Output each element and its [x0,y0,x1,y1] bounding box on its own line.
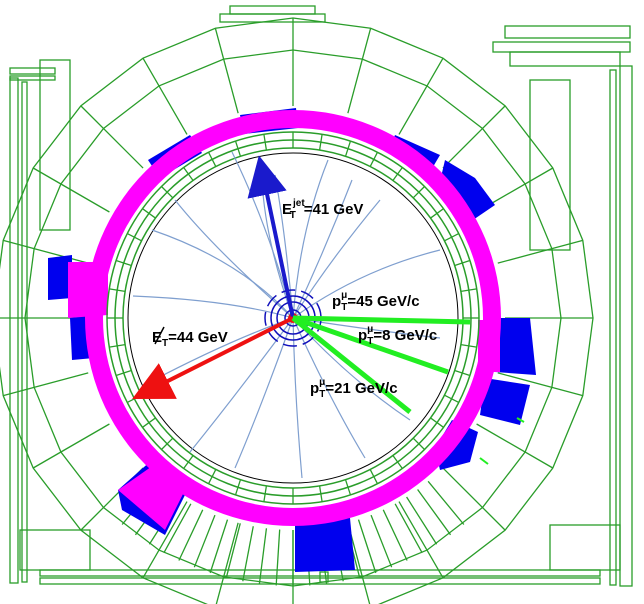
fine-tower-divider [370,514,393,568]
tracker-segment [142,208,156,219]
fine-tower-divider [163,503,192,554]
tower-divider [442,105,506,169]
fine-tower-divider [382,509,408,561]
fine-tower-divider [427,480,465,525]
tower-divider [32,167,110,213]
muon-track-3 [291,316,412,414]
tower-divider [80,105,144,169]
tracker-segment [392,167,403,181]
tracker-segment [430,208,444,219]
tower-divider [214,28,239,114]
tracker-segment [126,394,142,404]
muon-stub-1 [516,417,525,423]
tracker-segment [369,151,379,167]
tracker-segment [263,134,268,151]
tracker-segment [234,479,242,496]
tower-divider [32,423,110,469]
fine-tower-divider [242,526,254,582]
tower-divider [3,239,89,264]
muon1-label: pμ T=45 GeV/c [332,290,420,313]
tracker-segment [183,455,194,469]
tracker-segment [318,134,323,151]
tracker-segment [234,140,242,157]
tower-divider [215,522,239,604]
tracker-segment [126,232,142,242]
tracker-segment [412,437,425,450]
muon3-label: pμ T=21 GeV/c [310,377,398,400]
tracker-segment [454,259,471,267]
muon-stub-2 [479,457,489,465]
muon-track-2 [292,315,449,375]
fine-tower-divider [406,496,438,545]
tracker-segment [115,259,132,267]
tracker-segment [412,186,425,199]
tower-divider [142,501,188,579]
tracker-segment [369,469,379,485]
jet-arrow [247,155,295,319]
fine-tower-divider [178,509,204,561]
muon2-label: pμ T=8 GeV/c [358,324,437,347]
tracker-segment [142,417,156,428]
muon-track-1 [292,315,471,325]
fine-tower-divider [417,489,452,536]
tracker-segment [207,151,217,167]
met-arrow [132,316,294,399]
tower-divider [142,57,188,135]
tower-divider [476,423,554,469]
tracker-segment [430,417,444,428]
tracker-segment [344,479,352,496]
fine-tower-divider [394,503,423,554]
tracker-segment [392,455,403,469]
tracker-segment [460,343,477,348]
tracker-segment [161,437,174,450]
tower-divider [398,501,444,579]
tower-divider [497,372,583,397]
fine-tower-divider [275,529,281,586]
tracker-segment [318,485,323,502]
tracker-segment [115,369,132,377]
tower-divider [398,57,444,135]
fine-tower-divider [258,528,268,584]
tracker-segment [161,186,174,199]
tower-divider [442,467,506,531]
tracker-segment [263,485,268,502]
fine-tower-divider [209,519,229,574]
fine-tower-divider [357,519,377,574]
tracker-segment [444,232,460,242]
tracker-segment [183,167,194,181]
tracker-segment [444,394,460,404]
fine-tower-divider [225,523,241,578]
tracker-segment [454,369,471,377]
tracker-segment [109,343,126,348]
tracker-segment [109,288,126,293]
tracker-segment [344,140,352,157]
tracker-segment [460,288,477,293]
fine-tower-divider [193,514,216,568]
jet-energy-label: Ejet T =41 GeV [282,198,363,221]
em-calorimeter-ring [68,110,501,530]
tower-divider [3,372,89,397]
met-slash [154,326,165,345]
tracker-segment [207,469,217,485]
tower-divider [497,239,583,264]
met-label: ET=44 GeV [152,329,228,349]
tower-divider [347,28,372,114]
